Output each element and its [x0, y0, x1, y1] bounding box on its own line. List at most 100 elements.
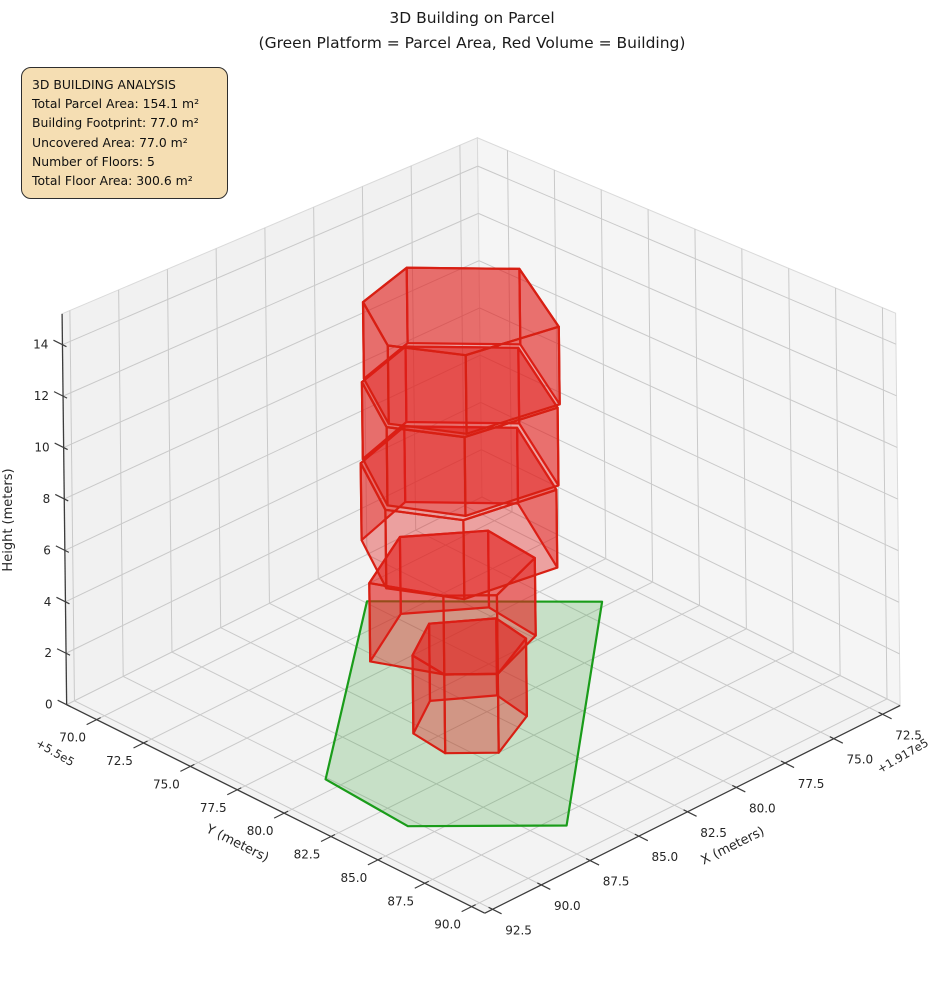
- x-tick-mark: [732, 784, 746, 793]
- grid-line-x-floor: [366, 554, 786, 764]
- building: [359, 266, 561, 755]
- building-floor-3: [359, 425, 559, 601]
- grid-line-y-floor: [190, 558, 606, 767]
- grid-line-z-right: [478, 260, 898, 448]
- info-line: Total Floor Area: 300.6 m²: [32, 173, 193, 189]
- grid-line-z-right: [481, 449, 900, 655]
- grid-line-x-wall: [166, 269, 173, 653]
- y-tick-label: 85.0: [341, 871, 368, 885]
- y-tick-label: 75.0: [153, 777, 180, 791]
- grid-line-z-left: [65, 449, 482, 654]
- grid-line-y-wall: [694, 229, 700, 606]
- y-tick-label: 70.0: [59, 731, 86, 745]
- floor-top-face: [361, 266, 560, 357]
- y-axis-spine: [66, 704, 486, 914]
- grid-line-z-left: [62, 212, 479, 397]
- grid-line-z-left: [63, 260, 480, 448]
- y-tick-mark: [414, 880, 430, 889]
- grid-lines: [62, 145, 901, 910]
- grid-line-x-wall: [69, 310, 75, 701]
- z-tick-mark: [54, 442, 68, 451]
- grid-line-x-floor: [415, 529, 835, 740]
- grid-line-x-floor: [269, 602, 688, 813]
- info-line: 3D BUILDING ANALYSIS: [32, 77, 176, 92]
- info-box: 3D BUILDING ANALYSIS Total Parcel Area: 1…: [21, 67, 228, 200]
- z-tick-label: 0: [45, 698, 53, 712]
- floor-top-face: [368, 529, 536, 597]
- grid-line-y-wall: [506, 150, 513, 512]
- z-tick-label: 10: [34, 441, 49, 455]
- x-tick-mark: [683, 809, 697, 817]
- floor-side-face: [443, 672, 500, 755]
- grid-line-y-wall: [788, 268, 794, 653]
- y-tick-mark: [227, 787, 242, 796]
- y-tick-mark: [133, 740, 148, 749]
- y-tick-mark: [86, 717, 101, 726]
- x-tick-label: 82.5: [700, 826, 727, 840]
- grid-line-y-wall: [881, 307, 888, 699]
- x-tick-label: 75.0: [846, 753, 873, 767]
- grid-line-z-right: [479, 307, 898, 500]
- grid-line-z-left: [64, 307, 480, 500]
- z-tick-label: 14: [33, 338, 48, 352]
- grid-line-z-right: [480, 402, 900, 603]
- x-tick-label: 87.5: [603, 875, 630, 889]
- y-tick-label: 80.0: [247, 824, 274, 838]
- x-axis-spine: [484, 704, 901, 914]
- z-tick-label: 4: [44, 595, 52, 609]
- x-tick-mark: [585, 857, 600, 866]
- chart-title-block: 3D Building on Parcel (Green Platform = …: [0, 6, 944, 56]
- x-tick-label: 90.0: [554, 899, 581, 913]
- floor-side-face: [442, 594, 499, 676]
- x-tick-label: 92.5: [505, 923, 532, 937]
- floor-top-face: [360, 345, 559, 439]
- z-tick-mark: [53, 391, 68, 399]
- x-tick-mark: [488, 906, 502, 915]
- z-axis-spine: [61, 313, 68, 705]
- grid-line-x-wall: [215, 248, 222, 628]
- grid-line-y-wall: [835, 288, 841, 676]
- grid-line-y-floor: [283, 605, 700, 814]
- grid-line-y-floor: [330, 628, 747, 837]
- grid-line-y-wall: [647, 209, 654, 583]
- x-tick-mark: [878, 711, 892, 720]
- z-tick-mark: [53, 339, 67, 348]
- grid-line-z-left: [66, 496, 483, 706]
- grid-line-z-right: [481, 496, 901, 706]
- grid-line-z-left: [65, 402, 482, 603]
- y-tick-mark: [273, 810, 289, 819]
- z-tick-label: 8: [43, 492, 51, 506]
- parcel-layer: [324, 600, 604, 828]
- z-tick-label: 6: [43, 543, 51, 557]
- grid-line-x-floor: [74, 700, 493, 910]
- y-tick-mark: [367, 857, 383, 866]
- z-tick-mark: [54, 493, 69, 502]
- y-tick-label: 77.5: [200, 801, 227, 815]
- building-floor-5: [361, 266, 561, 435]
- grid-line-y-floor: [96, 511, 513, 721]
- info-line: Total Parcel Area: 154.1 m²: [32, 96, 200, 112]
- z-axis-label: Height (meters): [1, 468, 16, 571]
- floor-side-face: [386, 344, 468, 435]
- z-tick-mark: [56, 596, 70, 605]
- floor-side-face: [368, 581, 446, 676]
- y-tick-label: 87.5: [387, 894, 414, 908]
- x-tick-label: 72.5: [895, 728, 922, 742]
- grid-line-x-floor: [464, 505, 883, 715]
- chart-title: 3D Building on Parcel: [389, 9, 555, 27]
- y-tick-mark: [320, 833, 336, 843]
- z-tick-label: 2: [44, 646, 52, 660]
- y-tick-label: 82.5: [294, 848, 321, 862]
- x-tick-mark: [829, 736, 844, 744]
- building-floor-4: [360, 345, 560, 518]
- x-tick-label: 80.0: [749, 801, 776, 815]
- chart-subtitle: (Green Platform = Parcel Area, Red Volum…: [258, 34, 686, 52]
- x-tick-mark: [780, 760, 795, 769]
- grid-line-y-floor: [424, 675, 841, 884]
- x-tick-label: 77.5: [798, 777, 825, 791]
- y-tick-label: 72.5: [106, 754, 133, 768]
- grid-line-x-wall: [264, 227, 270, 604]
- parcel-polygon: [324, 600, 604, 828]
